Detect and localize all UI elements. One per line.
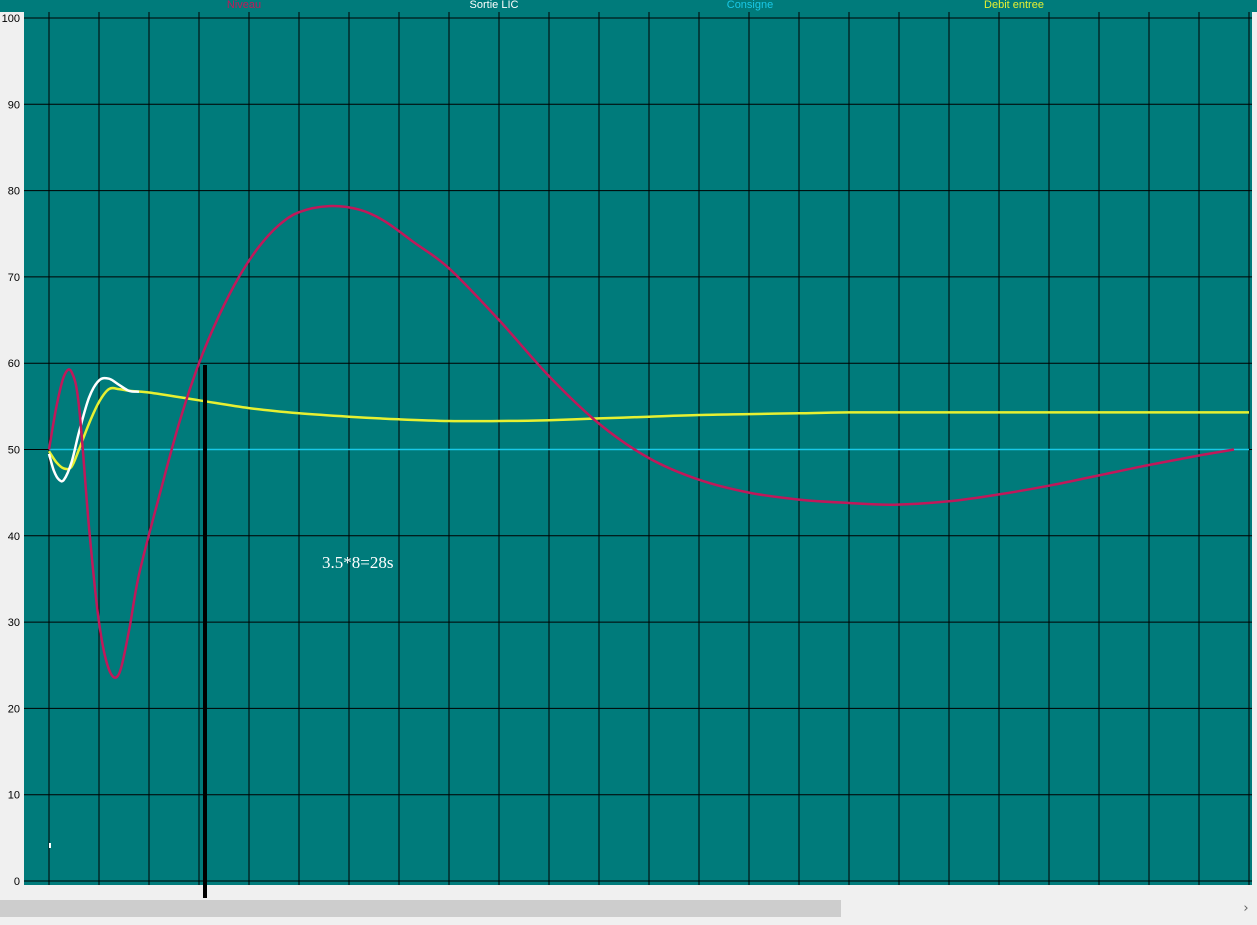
y-tick-label: 70 — [8, 272, 20, 284]
top-legend-strip — [0, 0, 1257, 12]
scroll-right-arrow-icon[interactable]: › — [1243, 901, 1249, 916]
small-white-mark — [49, 843, 51, 848]
scrollbar-thumb[interactable] — [0, 900, 841, 917]
legend-label-niveau: Niveau — [227, 0, 261, 11]
legend: Niveau Sortie LIC Consigne Debit entree — [227, 0, 1044, 11]
series-line-niveau — [47, 204, 1235, 679]
y-tick-label: 50 — [8, 445, 20, 457]
y-tick-label: 100 — [2, 13, 20, 25]
y-tick-label: 80 — [8, 186, 20, 198]
y-tick-label: 40 — [8, 531, 20, 543]
y-tick-label: 20 — [8, 703, 20, 715]
y-tick-label: 30 — [8, 617, 20, 629]
plot-area — [24, 12, 1252, 885]
legend-label-sortie-lic: Sortie LIC — [470, 0, 519, 11]
y-tick-label: 60 — [8, 358, 20, 370]
series-lines — [47, 204, 1249, 679]
horizontal-scrollbar[interactable]: › — [0, 898, 1257, 919]
legend-label-consigne: Consigne — [727, 0, 773, 11]
y-axis-ticks: 0 10 20 30 40 50 60 70 80 90 100 — [2, 13, 20, 888]
annotation-text: 3.5*8=28s — [322, 553, 393, 572]
series-line-sortie-lic — [47, 376, 140, 483]
chart: 0 10 20 30 40 50 60 70 80 90 100 Niveau Sortie LIC… — [0, 0, 1257, 900]
series-line-debit-entree — [47, 386, 1249, 471]
y-tick-label: 90 — [8, 99, 20, 111]
y-tick-label: 10 — [8, 790, 20, 802]
y-tick-label: 0 — [14, 876, 20, 888]
legend-label-debit-entree: Debit entree — [984, 0, 1044, 11]
grid — [24, 12, 1252, 885]
